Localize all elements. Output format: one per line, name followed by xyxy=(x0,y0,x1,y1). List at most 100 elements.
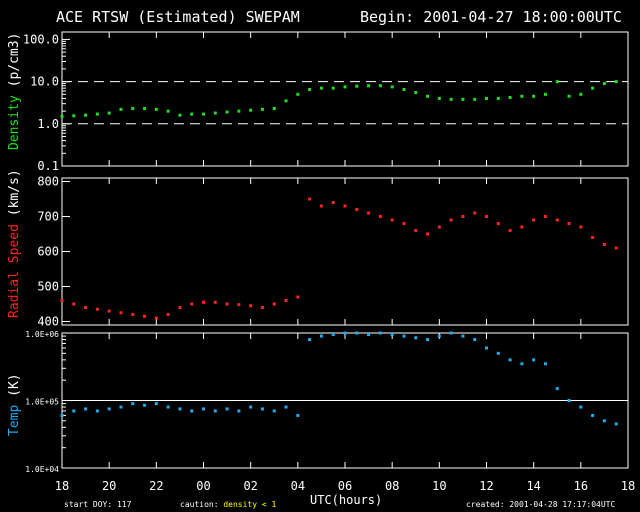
density-point xyxy=(614,80,618,84)
temp-point xyxy=(260,407,264,411)
density-ytick-label: 100.0 xyxy=(23,32,59,46)
density-point xyxy=(602,82,606,86)
speed-point xyxy=(284,299,288,302)
begin-time: Begin: 2001-04-27 18:00:00UTC xyxy=(360,8,622,26)
density-ylabel-unit: (p/cm3) xyxy=(7,32,22,96)
temp-point xyxy=(414,336,418,340)
density-point xyxy=(555,80,559,84)
temp-point xyxy=(319,334,323,338)
density-frame xyxy=(61,31,629,167)
x-tick-label: 02 xyxy=(243,479,257,493)
temp-point xyxy=(426,338,430,342)
temp-point xyxy=(119,405,123,409)
density-point xyxy=(190,112,194,116)
density-point xyxy=(249,108,253,112)
speed-point xyxy=(355,208,359,211)
temp-point xyxy=(355,331,359,335)
density-point xyxy=(414,91,418,95)
x-tick-label: 14 xyxy=(526,479,540,493)
temp-point xyxy=(84,407,88,411)
caution-prefix: caution: xyxy=(180,500,219,509)
speed-point xyxy=(331,201,335,204)
created-time: created: 2001-04-28 17:17:04UTC xyxy=(466,500,616,509)
density-point xyxy=(296,92,300,96)
temp-point xyxy=(378,331,382,335)
x-axis-label: UTC(hours) xyxy=(310,493,383,507)
density-point xyxy=(143,107,147,111)
speed-point xyxy=(543,215,547,218)
speed-point xyxy=(107,309,111,313)
speed-point xyxy=(84,306,88,309)
temp-point xyxy=(473,338,477,342)
speed-point xyxy=(60,299,64,302)
density-point xyxy=(567,94,571,98)
start-doy: start DOY: 117 xyxy=(64,500,132,509)
density-point xyxy=(331,86,335,90)
density-point xyxy=(496,96,500,100)
x-tick-label: 00 xyxy=(196,479,210,493)
density-ylabel: Density (p/cm3) xyxy=(7,33,22,150)
density-point xyxy=(60,114,64,118)
speed-point xyxy=(178,306,182,309)
temp-point xyxy=(579,405,583,409)
speed-point xyxy=(72,302,76,306)
x-tick-label: 06 xyxy=(338,479,352,493)
x-tick-label: 04 xyxy=(291,479,305,493)
temp-point xyxy=(602,419,606,423)
speed-ytick-label: 600 xyxy=(37,245,59,259)
density-point xyxy=(95,112,99,116)
temp-point xyxy=(390,333,394,337)
speed-point xyxy=(131,313,135,316)
density-point xyxy=(225,110,229,114)
speed-point xyxy=(449,218,453,222)
density-point xyxy=(520,94,524,98)
temp-point xyxy=(485,346,488,350)
density-point xyxy=(272,107,276,111)
temp-point xyxy=(308,338,312,342)
density-point xyxy=(437,96,441,100)
speed-point xyxy=(272,302,276,306)
temp-point xyxy=(131,402,135,406)
density-point xyxy=(319,86,323,90)
density-point xyxy=(579,92,583,96)
temp-ytick-label: 1.0E+06 xyxy=(25,330,59,339)
density-point xyxy=(202,112,205,116)
speed-point xyxy=(602,243,606,246)
speed-point xyxy=(485,215,488,218)
x-tick-label: 22 xyxy=(149,479,163,493)
speed-point xyxy=(532,218,536,222)
caution-text: density < 1 xyxy=(223,500,277,509)
speed-ytick-label: 700 xyxy=(37,210,59,224)
density-point xyxy=(107,111,111,115)
speed-panel: 400 500 600 700 800 xyxy=(37,175,629,329)
speed-point xyxy=(213,300,217,304)
speed-ytick-label: 800 xyxy=(37,175,59,189)
density-point xyxy=(591,86,595,90)
density-point xyxy=(449,97,453,101)
caution-note: caution: density < 1 xyxy=(180,500,276,509)
speed-ylabel-name: Radial Speed xyxy=(7,224,22,318)
speed-point xyxy=(461,215,465,218)
speed-point xyxy=(555,218,559,222)
density-point xyxy=(355,84,359,88)
speed-point xyxy=(567,222,571,225)
density-point xyxy=(237,109,241,113)
temp-point xyxy=(272,409,276,413)
density-point xyxy=(390,85,394,89)
temp-point xyxy=(249,405,253,409)
density-point xyxy=(473,97,477,101)
speed-point xyxy=(190,302,194,306)
temp-point xyxy=(178,407,182,411)
temp-point xyxy=(543,362,547,366)
speed-point xyxy=(378,215,382,218)
temp-panel: 1.0E+04 1.0E+05 1.0E+06 xyxy=(25,330,629,474)
density-point xyxy=(131,107,135,111)
temp-ylabel: Temp (K) xyxy=(7,373,22,436)
temp-point xyxy=(154,402,158,406)
temp-ytick-label: 1.0E+04 xyxy=(25,465,59,474)
x-tick-label: 20 xyxy=(102,479,116,493)
temp-point xyxy=(614,422,618,426)
speed-point xyxy=(296,295,300,299)
speed-point xyxy=(473,211,477,215)
